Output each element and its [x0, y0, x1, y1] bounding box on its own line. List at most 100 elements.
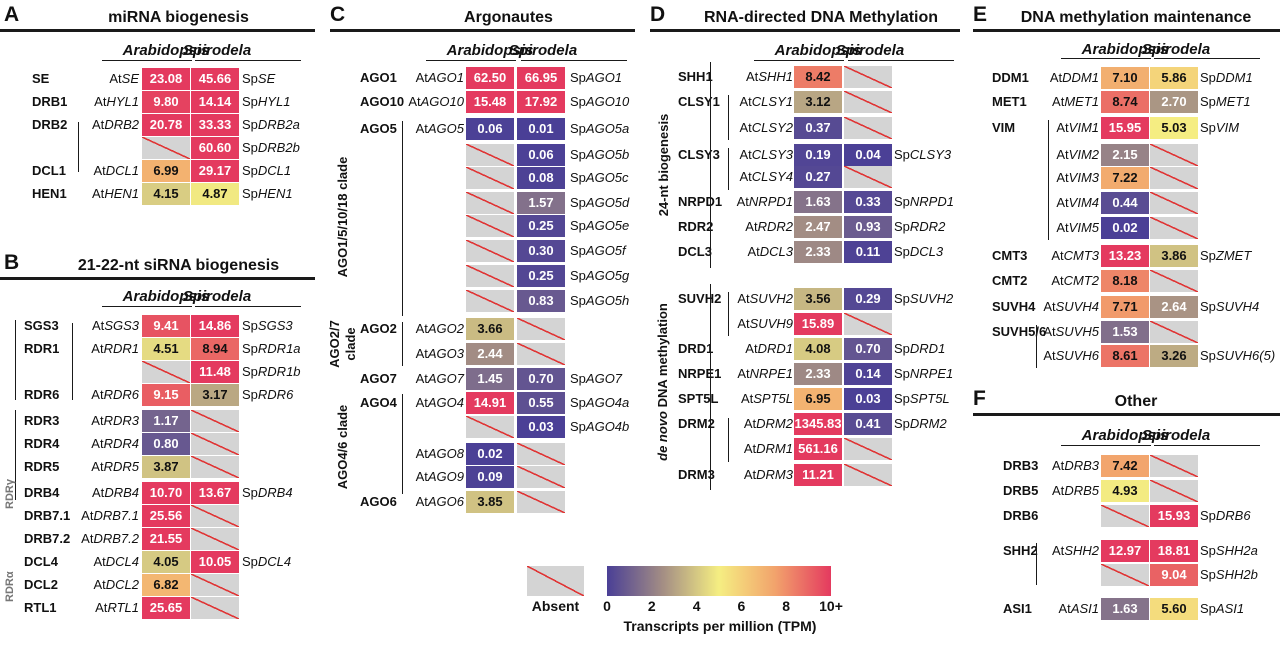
c-arabidopsis-absent-cell [466, 416, 514, 438]
suvh56-bracket [1036, 325, 1037, 368]
arabidopsis-gene: AtRDR3 [91, 413, 139, 428]
f-spirodela-tpm-cell: 9.04 [1150, 564, 1198, 586]
vim-bracket [1048, 120, 1049, 240]
e-arabidopsis-tpm-cell: 15.95 [1101, 117, 1149, 139]
arabidopsis-header: Arabidopsis [446, 42, 534, 59]
d-spirodela-tpm-cell: 0.14 [844, 363, 892, 385]
arabidopsis-header: Arabidopsis [1081, 41, 1169, 58]
gene-name: RDR5 [24, 459, 60, 474]
spirodela-header: Spirodela [182, 288, 252, 305]
gene-name: CLSY1 [678, 94, 720, 109]
d-arabidopsis-tpm-cell: 0.19 [794, 144, 842, 166]
gene-name: DCL4 [24, 554, 58, 569]
arabidopsis-gene: AtSE [109, 71, 139, 86]
arabidopsis-gene: AtDCL1 [93, 163, 139, 178]
gene-name: DRB7.2 [24, 531, 71, 546]
arabidopsis-header: Arabidopsis [1081, 427, 1169, 444]
d-arabidopsis-tpm-cell: 1.63 [794, 191, 842, 213]
panel-b-rule [0, 277, 315, 280]
c-spirodela-tpm-cell: 0.83 [517, 290, 565, 312]
e-spirodela-tpm-cell: 5.03 [1150, 117, 1198, 139]
d-spirodela-absent-cell [844, 313, 892, 335]
c-arabidopsis-tpm-cell: 3.85 [466, 491, 514, 513]
arabidopsis-gene: AtAGO2 [415, 321, 464, 336]
e-arabidopsis-tpm-cell: 13.23 [1101, 245, 1149, 267]
b-spirodela-absent-cell [191, 574, 239, 596]
gene-name: DRB5 [1003, 483, 1039, 498]
spirodela-underline [195, 306, 301, 307]
gene-name: DRB6 [1003, 508, 1039, 523]
e-spirodela-tpm-cell: 5.86 [1150, 67, 1198, 89]
arabidopsis-gene: AtSUVH5 [1043, 324, 1099, 339]
gene-name: RDR3 [24, 413, 60, 428]
legend-color-scale [607, 566, 831, 596]
gene-name: SE [32, 71, 50, 86]
e-spirodela-absent-cell [1150, 167, 1198, 189]
a-spirodela-tpm-cell: 45.66 [191, 68, 239, 90]
arabidopsis-gene: AtSUVH2 [737, 291, 793, 306]
rdr-alpha-label: RDRα [4, 571, 16, 602]
biogenesis-group-line [710, 62, 711, 268]
arabidopsis-gene: AtDRM2 [743, 416, 793, 431]
arabidopsis-gene: AtDRM3 [743, 467, 793, 482]
arabidopsis-gene: AtSUVH9 [737, 316, 793, 331]
arabidopsis-underline [1061, 58, 1151, 59]
rdr-gamma-line [15, 320, 16, 400]
a-spirodela-tpm-cell: 14.14 [191, 91, 239, 113]
legend-absent-swatch [527, 566, 584, 596]
arabidopsis-gene: AtCLSY1 [739, 94, 794, 109]
spirodela-gene: SpAGO5e [570, 218, 630, 233]
panel-e-label: E [973, 3, 988, 26]
arabidopsis-gene: AtHEN1 [92, 186, 139, 201]
arabidopsis-gene: AtDRD1 [745, 341, 793, 356]
spirodela-gene: SpAGO5d [570, 195, 630, 210]
c-arabidopsis-tpm-cell: 0.02 [466, 443, 514, 465]
spirodela-gene: SpDRB4 [242, 485, 293, 500]
arabidopsis-gene: AtRDR5 [91, 459, 139, 474]
c-spirodela-tpm-cell: 0.01 [517, 118, 565, 140]
gene-name: VIM [992, 120, 1016, 135]
d-spirodela-tpm-cell: 0.41 [844, 413, 892, 435]
c-spirodela-tpm-cell: 66.95 [517, 67, 565, 89]
c-spirodela-absent-cell [517, 491, 565, 513]
c-spirodela-absent-cell [517, 466, 565, 488]
e-spirodela-absent-cell [1150, 192, 1198, 214]
denovo-group-line [710, 284, 711, 490]
b-spirodela-absent-cell [191, 597, 239, 619]
arabidopsis-gene: AtVIM1 [1056, 120, 1099, 135]
rdr-alpha-line [15, 410, 16, 500]
spirodela-gene: SpAGO5g [570, 268, 630, 283]
d-arabidopsis-tpm-cell: 8.42 [794, 66, 842, 88]
arabidopsis-gene: AtHYL1 [94, 94, 139, 109]
spirodela-gene: SpVIM [1200, 120, 1240, 135]
ago4-bracket [402, 394, 403, 494]
a-spirodela-tpm-cell: 33.33 [191, 114, 239, 136]
arabidopsis-gene: AtMET1 [1052, 94, 1099, 109]
spirodela-header: Spirodela [835, 42, 905, 59]
e-arabidopsis-tpm-cell: 0.44 [1101, 192, 1149, 214]
arabidopsis-gene: AtRDR4 [91, 436, 139, 451]
arabidopsis-gene: AtAGO1 [415, 70, 464, 85]
c-spirodela-tpm-cell: 0.25 [517, 215, 565, 237]
arabidopsis-underline [1061, 445, 1151, 446]
gene-name: DCL1 [32, 163, 66, 178]
spirodela-underline [848, 60, 954, 61]
spirodela-gene: SpZMET [1200, 248, 1252, 263]
gene-name: AGO10 [360, 94, 405, 109]
gene-name: HEN1 [32, 186, 67, 201]
arabidopsis-gene: AtAGO7 [415, 371, 464, 386]
c-spirodela-absent-cell [517, 318, 565, 340]
a-spirodela-tpm-cell: 29.17 [191, 160, 239, 182]
arabidopsis-gene: AtRDR6 [91, 387, 139, 402]
c-arabidopsis-tpm-cell: 15.48 [466, 91, 514, 113]
e-arabidopsis-tpm-cell: 0.02 [1101, 217, 1149, 239]
e-arabidopsis-tpm-cell: 2.15 [1101, 144, 1149, 166]
gene-name: DRB4 [24, 485, 60, 500]
d-spirodela-absent-cell [844, 117, 892, 139]
arabidopsis-gene: AtDCL2 [93, 577, 139, 592]
a-arabidopsis-tpm-cell: 4.15 [142, 183, 190, 205]
panel-b-title: 21-22-nt siRNA biogenesis [77, 257, 280, 274]
panel-c-title: Argonautes [464, 9, 553, 26]
d-spirodela-absent-cell [844, 66, 892, 88]
gene-name: DCL2 [24, 577, 58, 592]
